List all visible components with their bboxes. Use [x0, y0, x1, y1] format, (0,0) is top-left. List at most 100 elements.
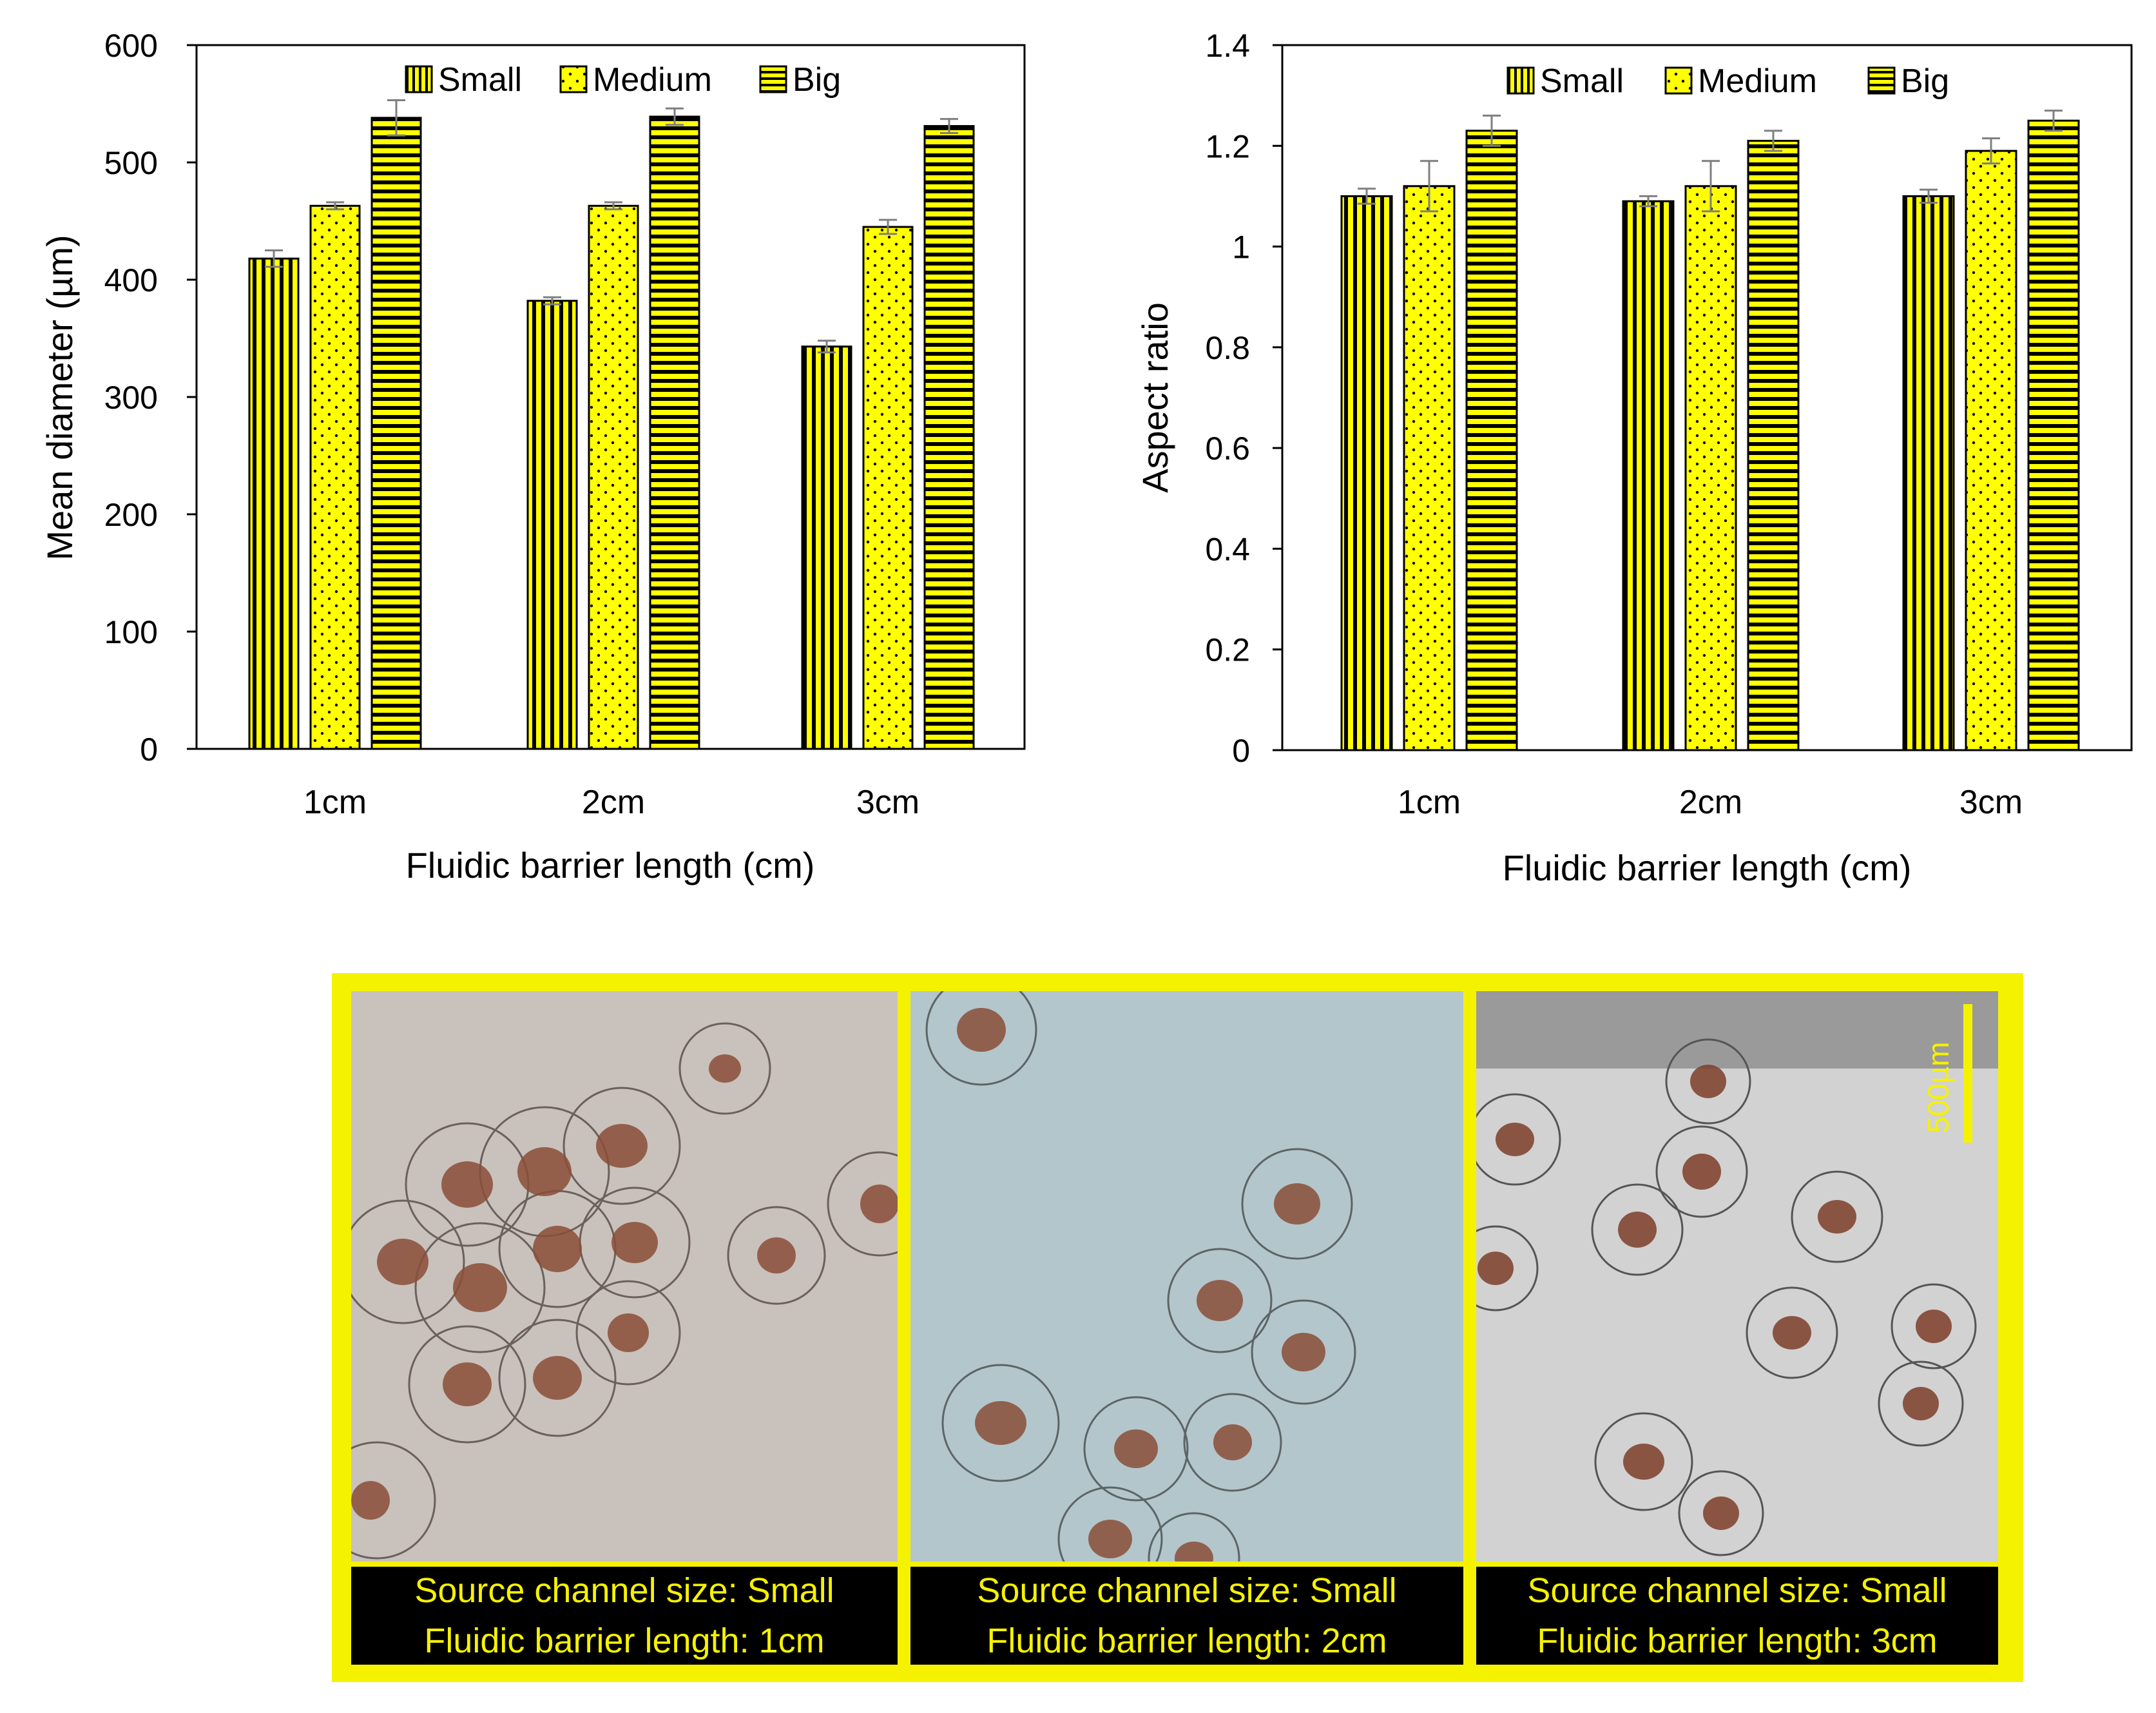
- bar-small-2cm: [526, 300, 578, 750]
- svg-text:Big: Big: [793, 61, 841, 99]
- svg-text:Small: Small: [1540, 63, 1624, 100]
- bar-big-1cm: [1465, 130, 1518, 751]
- x-tick-label: 1cm: [303, 784, 367, 821]
- x-axis-title: Fluidic barrier length (cm): [1503, 847, 1912, 888]
- x-tick-label: 3cm: [1959, 784, 2023, 821]
- legend: Small Medium Big: [405, 61, 841, 99]
- error-bar: [1702, 160, 1720, 213]
- micrograph-image: [910, 991, 1463, 1562]
- bar-big-2cm: [1747, 139, 1800, 751]
- y-tick-label: 400: [104, 262, 158, 298]
- legend-entry-small: Small: [1506, 63, 1624, 100]
- error-bar: [387, 99, 405, 137]
- y-tick-label: 1.4: [1205, 28, 1250, 64]
- bar-small-3cm: [801, 345, 852, 750]
- bar-medium-3cm: [862, 226, 914, 750]
- aspect-ratio-chart: 0 0.2 0.4 0.6 0.8 1 1.2 1.4 1cm 2cm 3cm Small Medi…: [1135, 28, 2133, 888]
- x-tick-label: 2cm: [582, 784, 645, 821]
- error-bar: [879, 218, 897, 235]
- micrograph-3cm: 500µm Source channel size: Small Fluidic…: [1476, 991, 1998, 1665]
- x-axis-title: Fluidic barrier length (cm): [406, 845, 815, 886]
- error-bar: [1639, 195, 1657, 208]
- legend-entry-medium: Medium: [559, 61, 712, 99]
- scale-bar-label: 500µm: [1921, 1041, 1955, 1133]
- bars: [248, 99, 975, 750]
- svg-text:Big: Big: [1901, 63, 1949, 100]
- y-tick-label: 1: [1232, 229, 1250, 266]
- error-bar: [543, 296, 561, 305]
- bar-medium-2cm: [588, 204, 639, 750]
- y-axis-title: Aspect ratio: [1135, 302, 1175, 493]
- error-bar: [666, 107, 684, 126]
- caption-line-1: Source channel size: Small: [1527, 1571, 1947, 1610]
- error-bar: [940, 118, 958, 134]
- microcapsules-image-3: [1476, 991, 1998, 1562]
- y-tick-label: 0.4: [1205, 531, 1250, 567]
- svg-text:Medium: Medium: [1698, 63, 1817, 100]
- error-bar: [604, 201, 622, 211]
- legend-entry-medium: Medium: [1664, 63, 1817, 100]
- bar-big-3cm: [2027, 119, 2080, 751]
- bar-medium-1cm: [309, 204, 361, 750]
- x-ticks: 1cm 2cm 3cm: [303, 784, 919, 821]
- error-bar: [1920, 188, 1938, 204]
- bar-medium-2cm: [1684, 185, 1737, 751]
- y-axis-title: Mean diameter (µm): [39, 235, 80, 560]
- error-bar: [818, 340, 836, 354]
- svg-text:Medium: Medium: [593, 61, 712, 99]
- legend-entry-big: Big: [1867, 63, 1949, 100]
- bar-big-3cm: [923, 125, 975, 750]
- x-tick-label: 3cm: [856, 784, 919, 821]
- error-bar: [326, 201, 344, 211]
- y-tick-label: 0.8: [1205, 330, 1250, 366]
- y-tick-label: 0: [140, 731, 158, 768]
- y-tick-label: 200: [104, 497, 158, 533]
- microcapsules-image-1: [351, 991, 898, 1562]
- caption: Source channel size: Small Fluidic barri…: [351, 1567, 898, 1665]
- svg-text:Small: Small: [438, 61, 522, 99]
- y-tick-label: 500: [104, 145, 158, 181]
- bar-medium-1cm: [1403, 185, 1456, 751]
- error-bar: [1982, 137, 2000, 165]
- legend-entry-small: Small: [405, 61, 522, 99]
- mean-diameter-chart: 0 100 200 300 400 500 600 1cm 2cm 3cm Small Mediu…: [39, 28, 1026, 886]
- charts-canvas: 0 100 200 300 400 500 600 1cm 2cm 3cm Small Mediu…: [39, 28, 2133, 888]
- bar-small-3cm: [1902, 195, 1955, 751]
- bar-small-1cm: [1340, 195, 1393, 751]
- caption: Source channel size: Small Fluidic barri…: [1476, 1567, 1998, 1665]
- caption-line-2: Fluidic barrier length: 2cm: [987, 1621, 1387, 1660]
- x-ticks: 1cm 2cm 3cm: [1398, 784, 2023, 821]
- caption-line-2: Fluidic barrier length: 3cm: [1537, 1621, 1938, 1660]
- bar-big-2cm: [649, 115, 700, 750]
- bar-small-1cm: [248, 257, 300, 750]
- error-bar: [1764, 130, 1782, 152]
- caption: Source channel size: Small Fluidic barri…: [910, 1567, 1463, 1665]
- microcapsules-image-2: [910, 991, 1463, 1562]
- y-tick-label: 600: [104, 28, 158, 64]
- y-tick-label: 0: [1232, 733, 1250, 769]
- caption-line-1: Source channel size: Small: [977, 1571, 1397, 1610]
- caption-line-1: Source channel size: Small: [414, 1571, 834, 1610]
- y-ticks: 0 0.2 0.4 0.6 0.8 1 1.2 1.4: [1205, 28, 1282, 769]
- caption-line-2: Fluidic barrier length: 1cm: [424, 1621, 825, 1660]
- y-tick-label: 100: [104, 614, 158, 650]
- scale-bar: [1963, 1004, 1972, 1143]
- x-tick-label: 1cm: [1398, 784, 1461, 821]
- y-tick-label: 0.2: [1205, 632, 1250, 668]
- error-bar: [1483, 114, 1501, 147]
- bar-big-1cm: [371, 117, 422, 750]
- error-bar: [265, 249, 283, 268]
- legend: Small Medium Big: [1506, 63, 1949, 100]
- micrograph-2cm: Source channel size: Small Fluidic barri…: [910, 991, 1463, 1665]
- bars: [1340, 110, 2080, 751]
- y-tick-label: 300: [104, 380, 158, 416]
- y-tick-label: 0.6: [1205, 431, 1250, 467]
- y-ticks: 0 100 200 300 400 500 600: [104, 28, 197, 768]
- micrograph-panel: Source channel size: Small Fluidic barri…: [332, 973, 2023, 1682]
- micrograph-image: [1476, 991, 1998, 1562]
- error-bar: [2045, 110, 2063, 132]
- bar-medium-3cm: [1965, 150, 2017, 751]
- micrograph-image: [351, 991, 898, 1562]
- legend-entry-big: Big: [759, 61, 841, 99]
- error-bar: [1358, 188, 1376, 205]
